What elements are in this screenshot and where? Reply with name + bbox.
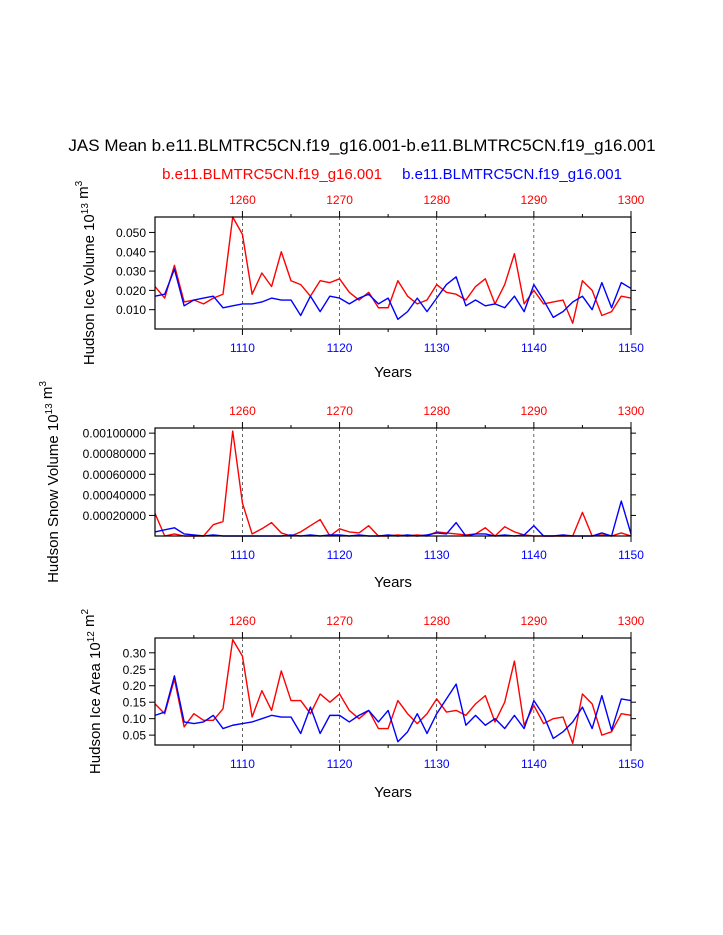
panels: 0.050 0.040 0.030 0.020 0.010 1110 1120 1130 114…: [38, 180, 645, 801]
y-tick-label: 0.050: [116, 226, 146, 240]
x-axis-label: Years: [374, 784, 412, 801]
series-line-blue: [154, 500, 632, 537]
x-tick-label-top: 1280: [423, 614, 450, 628]
x-tick-label-top: 1300: [618, 193, 645, 207]
case-label-red: b.e11.BLMTRC5CN.f19_g16.001: [162, 166, 382, 183]
plot-frame: [154, 427, 632, 537]
x-tick-label-bottom: 1110: [230, 548, 255, 562]
x-tick-label-top: 1290: [521, 193, 548, 207]
y-tick-label: 0.30: [123, 646, 147, 660]
y-tick-label: 0.030: [116, 265, 146, 279]
x-axis-label: Years: [374, 364, 412, 381]
y-tick-label: 0.00020000: [83, 509, 147, 523]
x-tick-label-bottom: 1140: [521, 548, 547, 562]
x-tick-label-top: 1290: [521, 404, 548, 418]
y-tick-label: 0.020: [116, 284, 146, 298]
x-axis-label: Years: [374, 574, 412, 591]
series-line-red: [154, 216, 632, 324]
y-tick-label: 0.00100000: [83, 427, 147, 441]
x-tick-label-bottom: 1130: [424, 757, 450, 771]
x-tick-label-top: 1300: [618, 404, 645, 418]
series-line-blue: [154, 675, 632, 743]
y-tick-label: 0.010: [116, 303, 146, 317]
y-tick-label: 0.15: [123, 696, 147, 710]
x-tick-label-top: 1260: [229, 614, 256, 628]
case-label-blue: b.e11.BLMTRC5CN.f19_g16.001: [402, 166, 622, 183]
x-tick-label-top: 1260: [229, 404, 256, 418]
y-axis-label-3: Hudson Ice Area 1012 m2: [80, 609, 104, 775]
x-tick-label-bottom: 1120: [327, 341, 353, 355]
chart-title: JAS Mean b.e11.BLMTRC5CN.f19_g16.001-b.e…: [68, 136, 655, 155]
y-tick-label: 0.00040000: [83, 488, 147, 502]
x-tick-label-top: 1300: [618, 614, 645, 628]
x-tick-label-bottom: 1110: [230, 341, 255, 355]
y-tick-label: 0.10: [123, 712, 147, 726]
plot-frame: [154, 637, 632, 746]
x-tick-label-bottom: 1150: [618, 757, 644, 771]
x-tick-label-bottom: 1150: [618, 341, 644, 355]
x-tick-label-bottom: 1120: [327, 548, 353, 562]
y-tick-label: 0.20: [123, 679, 147, 693]
x-tick-label-top: 1290: [521, 614, 548, 628]
y-tick-label: 0.00060000: [83, 468, 147, 482]
series-line-red: [154, 430, 632, 537]
y-tick-label: 0.25: [123, 663, 147, 677]
panel-1: 0.050 0.040 0.030 0.020 0.010 1110 1120 1130 114…: [74, 180, 645, 381]
x-tick-label-bottom: 1110: [230, 757, 255, 771]
y-axis-label-1: Hudson Ice Volume 1013 m3: [74, 180, 98, 365]
panel-3: 0.30 0.25 0.20 0.15 0.10 0.05 1110 1120 1130 1140…: [80, 609, 645, 802]
y-tick-label: 0.05: [123, 729, 147, 743]
x-tick-label-top: 1270: [326, 404, 353, 418]
plot-frame: [154, 216, 632, 330]
x-tick-label-bottom: 1150: [618, 548, 644, 562]
x-tick-label-top: 1280: [423, 193, 450, 207]
x-tick-label-bottom: 1120: [327, 757, 353, 771]
series-line-blue: [154, 268, 632, 321]
series-line-red: [154, 638, 632, 745]
x-tick-label-bottom: 1140: [521, 757, 547, 771]
x-tick-label-bottom: 1130: [424, 548, 450, 562]
x-tick-label-top: 1270: [326, 614, 353, 628]
x-tick-label-bottom: 1130: [424, 341, 450, 355]
panel-2: 0.00100000 0.00080000 0.00060000 0.00040000…: [38, 381, 645, 591]
y-axis-label-2: Hudson Snow Volume 1013 m3: [38, 381, 62, 583]
x-tick-label-top: 1260: [229, 193, 256, 207]
x-tick-label-top: 1270: [326, 193, 353, 207]
y-tick-label: 0.040: [116, 245, 146, 259]
x-tick-label-bottom: 1140: [521, 341, 547, 355]
y-tick-label: 0.00080000: [83, 447, 147, 461]
x-tick-label-top: 1280: [423, 404, 450, 418]
